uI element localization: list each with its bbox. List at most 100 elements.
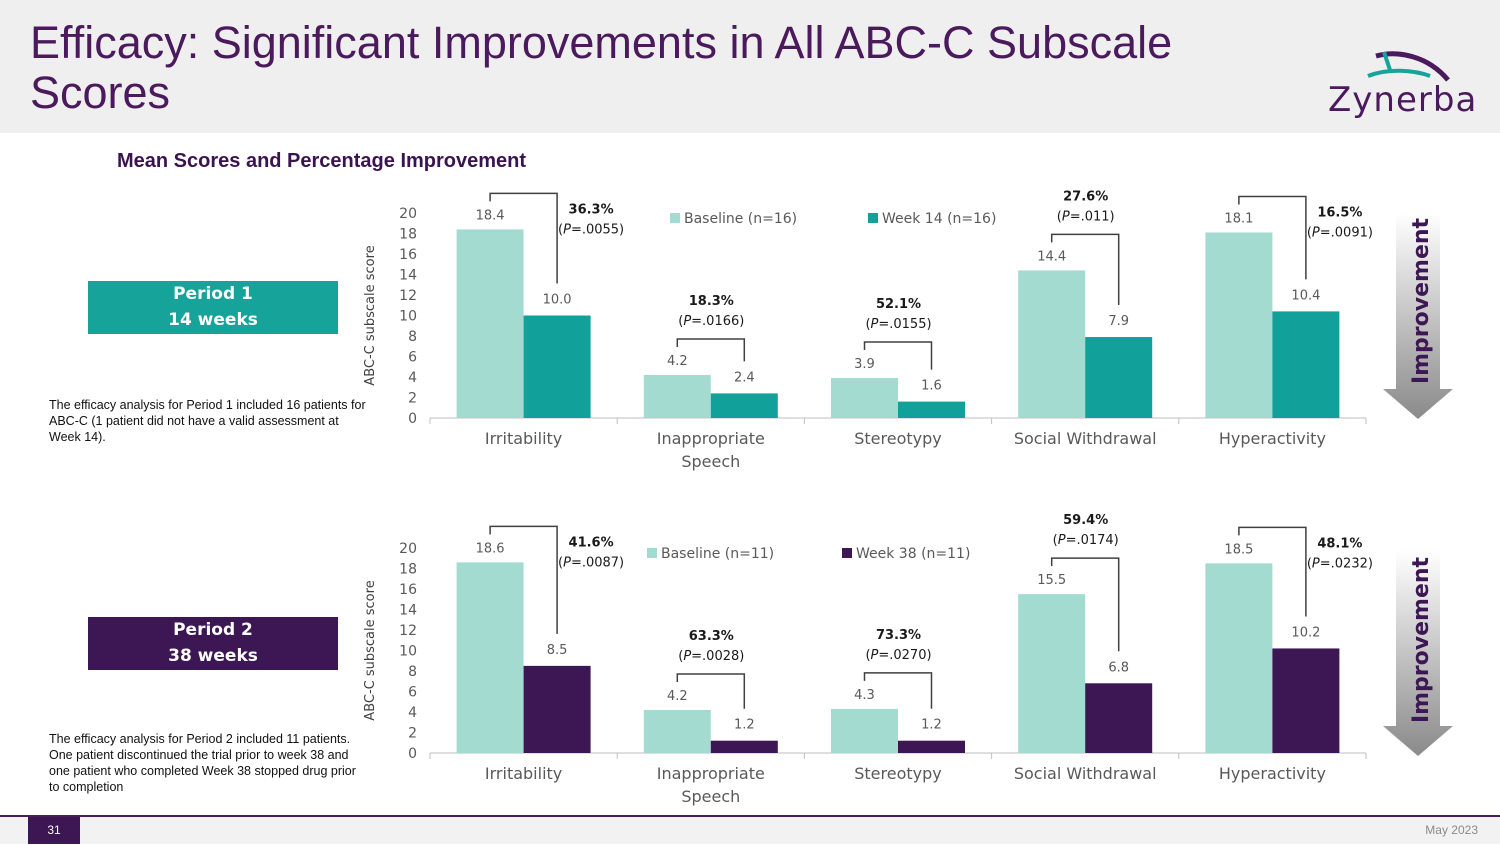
improvement-percent: 63.3% (689, 629, 734, 644)
improvement-arrow-1: Improvement (1382, 213, 1454, 419)
period-2-badge: Period 2 38 weeks (88, 617, 338, 670)
y-tick-label: 16 (399, 247, 417, 263)
legend-swatch (842, 548, 852, 558)
p-value: (P=.0028) (678, 649, 744, 664)
bar-followup (1085, 337, 1153, 418)
bar-followup (523, 665, 591, 753)
footer (0, 817, 1500, 844)
x-category-label: Hyperactivity (1219, 764, 1326, 783)
p-value: (P=.0055) (558, 222, 624, 237)
improvement-percent: 59.4% (1063, 513, 1108, 528)
legend-swatch (868, 213, 878, 223)
p-value: (P=.0270) (865, 648, 931, 663)
improvement-percent: 16.5% (1317, 205, 1362, 220)
x-category-label: Inappropriate (657, 429, 765, 448)
y-tick-label: 4 (408, 705, 417, 721)
chart-svg: ABC-C subscale score 0 2 4 6 8 10 12 14 16 18 20 Irr… (363, 189, 1373, 471)
y-tick-label: 2 (408, 726, 417, 742)
x-category-label: Irritability (485, 764, 562, 783)
improvement-percent: 41.6% (569, 535, 614, 550)
header (0, 0, 1500, 133)
bar-followup (710, 393, 778, 418)
bar-baseline (456, 229, 524, 418)
data-label-baseline: 4.2 (667, 354, 688, 369)
y-tick-label: 6 (408, 350, 417, 366)
legend-label: Baseline (n=11) (661, 546, 774, 562)
x-category-label: Speech (681, 787, 740, 806)
y-tick-label: 6 (408, 685, 417, 701)
page-number: 31 (28, 817, 80, 844)
x-category-label: Speech (681, 452, 740, 471)
bar-followup (898, 740, 965, 753)
data-label-followup: 1.2 (734, 718, 755, 733)
y-tick-label: 16 (399, 582, 417, 598)
p-value: (P=.0166) (678, 314, 744, 329)
footer-date: May 2023 (1425, 823, 1478, 837)
y-tick-label: 18 (399, 562, 417, 578)
period-1-label: Period 1 (173, 284, 253, 304)
x-category-label: Social Withdrawal (1014, 429, 1157, 448)
data-label-baseline: 4.3 (854, 688, 875, 703)
data-label-baseline: 4.2 (667, 689, 688, 704)
y-tick-label: 20 (399, 541, 417, 557)
significance-bracket (1238, 526, 1307, 617)
chart-subtitle: Mean Scores and Percentage Improvement (117, 150, 527, 172)
y-tick-label: 8 (408, 664, 417, 680)
legend-swatch (670, 213, 680, 223)
y-tick-label: 20 (399, 206, 417, 222)
period-1-duration: 14 weeks (168, 310, 258, 330)
data-label-baseline: 3.9 (854, 357, 875, 372)
bar-baseline (643, 374, 711, 418)
x-category-label: Inappropriate (657, 764, 765, 783)
legend-swatch (647, 548, 657, 558)
data-label-followup: 10.0 (543, 293, 572, 308)
logo-text: Zynerba (1328, 80, 1478, 120)
significance-bracket (1238, 195, 1307, 280)
y-tick-label: 10 (399, 644, 417, 660)
y-tick-label: 14 (399, 603, 417, 619)
x-category-label: Hyperactivity (1219, 429, 1326, 448)
p-value: (P=.0155) (865, 317, 931, 332)
significance-bracket (489, 192, 558, 284)
data-label-baseline: 18.4 (476, 208, 505, 223)
period-2-chart: ABC-C subscale score 0 2 4 6 8 10 12 14 16 18 20 Irr… (350, 500, 1390, 840)
bar-followup (710, 740, 778, 753)
p-value: (P=.0087) (558, 555, 624, 570)
legend-label: Baseline (n=16) (684, 211, 797, 227)
y-axis-label: ABC-C subscale score (363, 245, 378, 385)
data-label-baseline: 18.6 (476, 541, 505, 556)
y-tick-label: 0 (408, 411, 417, 427)
chart-svg: ABC-C subscale score 0 2 4 6 8 10 12 14 16 18 20 Irr… (363, 513, 1373, 806)
significance-bracket (1050, 557, 1120, 652)
y-tick-label: 4 (408, 370, 417, 386)
improvement-percent: 27.6% (1063, 189, 1108, 204)
p-value: (P=.0091) (1307, 225, 1373, 240)
data-label-followup: 2.4 (734, 370, 755, 385)
page-title: Efficacy: Significant Improvements in Al… (30, 17, 1173, 118)
significance-bracket (676, 338, 746, 362)
significance-bracket (1050, 233, 1120, 306)
significance-bracket (863, 672, 933, 709)
y-tick-label: 12 (399, 288, 417, 304)
data-label-followup: 7.9 (1108, 314, 1129, 329)
y-tick-label: 14 (399, 268, 417, 284)
period-1-note: The efficacy analysis for Period 1 inclu… (49, 398, 366, 444)
improvement-label-2: Improvement (1409, 556, 1434, 723)
data-label-followup: 10.2 (1291, 625, 1320, 640)
y-tick-label: 2 (408, 391, 417, 407)
logo-swoosh-icon (1367, 51, 1450, 82)
period-2-label: Period 2 (173, 620, 253, 640)
y-tick-label: 12 (399, 623, 417, 639)
p-value: (P=.0174) (1053, 533, 1119, 548)
improvement-percent: 52.1% (876, 297, 921, 312)
p-value: (P=.0232) (1307, 556, 1373, 571)
x-category-label: Irritability (485, 429, 562, 448)
y-tick-label: 18 (399, 227, 417, 243)
data-label-baseline: 18.1 (1224, 211, 1253, 226)
bar-baseline (1205, 563, 1273, 753)
period-2-note: The efficacy analysis for Period 2 inclu… (49, 732, 356, 794)
period-2-duration: 38 weeks (168, 646, 258, 666)
bar-followup (1272, 648, 1340, 753)
data-label-followup: 8.5 (547, 643, 568, 658)
data-label-followup: 6.8 (1108, 660, 1129, 675)
